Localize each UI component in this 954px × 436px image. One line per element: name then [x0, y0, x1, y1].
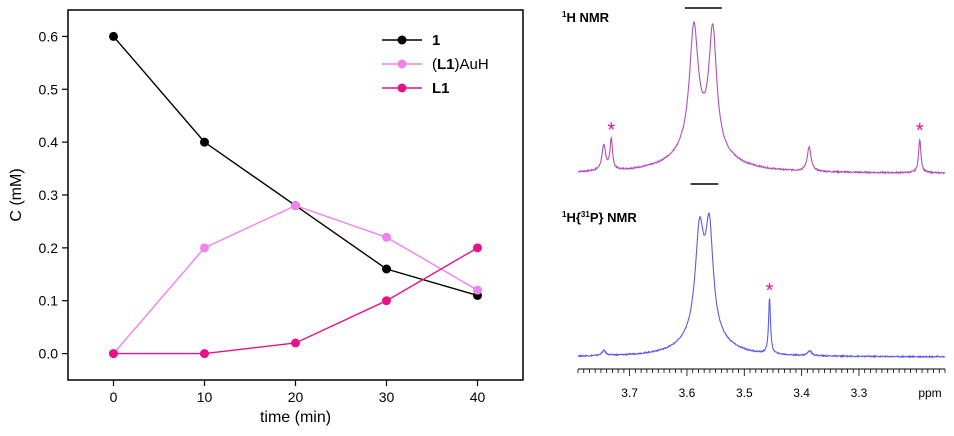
y-tick-label: 0.5 — [39, 81, 59, 97]
ppm-tick-label: 3.4 — [793, 386, 810, 400]
data-point — [382, 232, 391, 242]
y-tick-label: 0.0 — [39, 346, 59, 362]
data-point — [291, 338, 300, 348]
peak-annotation: * — [916, 120, 924, 142]
peak-annotation: * — [607, 119, 615, 141]
legend-label: (L1)AuH — [432, 56, 489, 73]
series-line — [112, 35, 478, 297]
data-point — [382, 264, 391, 274]
text-part: L1 — [437, 56, 455, 73]
ppm-tick-label: 3.3 — [851, 386, 868, 400]
data-point — [382, 296, 391, 306]
kinetics-chart: 0 10 20 30 40 0.0 0.1 0.2 0.3 0.4 0.5 0.6 time (min)… — [8, 9, 524, 426]
y-axis-label: C (mM) — [8, 168, 25, 221]
text-part: 1 — [562, 10, 567, 19]
y-tick-label: 0.1 — [39, 293, 59, 309]
text-part: 1 — [432, 32, 440, 49]
spectrum-trace — [577, 20, 946, 175]
x-axis-label: time (min) — [260, 409, 331, 426]
text-part: 1 — [562, 210, 567, 219]
text-part: )AuH — [455, 56, 489, 73]
data-point — [473, 285, 482, 295]
spectrum-label: 1H{31P} NMR — [562, 210, 637, 225]
data-point — [109, 31, 118, 41]
legend-label: L1 — [432, 80, 450, 97]
spectrum-trace — [577, 212, 946, 359]
data-point — [473, 243, 482, 253]
x-tick-label: 30 — [379, 389, 395, 405]
legend-swatch-marker — [397, 59, 407, 69]
data-point — [200, 349, 209, 359]
text-part: 31 — [581, 210, 590, 219]
ppm-axis-label: ppm — [918, 386, 941, 400]
x-tick-label: 20 — [288, 389, 304, 405]
text-part: ( — [432, 56, 437, 73]
text-part: H NMR — [566, 10, 609, 25]
legend-label: 1 — [432, 32, 440, 49]
text-part: H{ — [566, 210, 580, 225]
y-tick-label: 0.6 — [39, 28, 59, 44]
data-point — [109, 349, 118, 359]
x-tick-label: 40 — [470, 389, 486, 405]
x-tick-label: 0 — [110, 389, 118, 405]
data-point — [291, 201, 300, 211]
ppm-tick-label: 3.6 — [679, 386, 696, 400]
y-tick-label: 0.4 — [39, 134, 59, 150]
data-point — [200, 243, 209, 253]
y-tick-label: 0.3 — [39, 187, 59, 203]
spectrum-label: 1H NMR — [562, 10, 610, 25]
text-part: P} NMR — [590, 210, 638, 225]
ppm-tick-label: 3.7 — [621, 386, 638, 400]
legend-swatch-marker — [397, 35, 407, 45]
ppm-tick-label: 3.5 — [736, 386, 753, 400]
series-line — [113, 247, 478, 355]
peak-annotation: * — [766, 280, 774, 302]
text-part: L1 — [432, 80, 450, 97]
y-tick-label: 0.2 — [39, 240, 59, 256]
legend-swatch-marker — [397, 83, 407, 93]
x-tick-label: 10 — [197, 389, 213, 405]
data-point — [200, 137, 209, 147]
